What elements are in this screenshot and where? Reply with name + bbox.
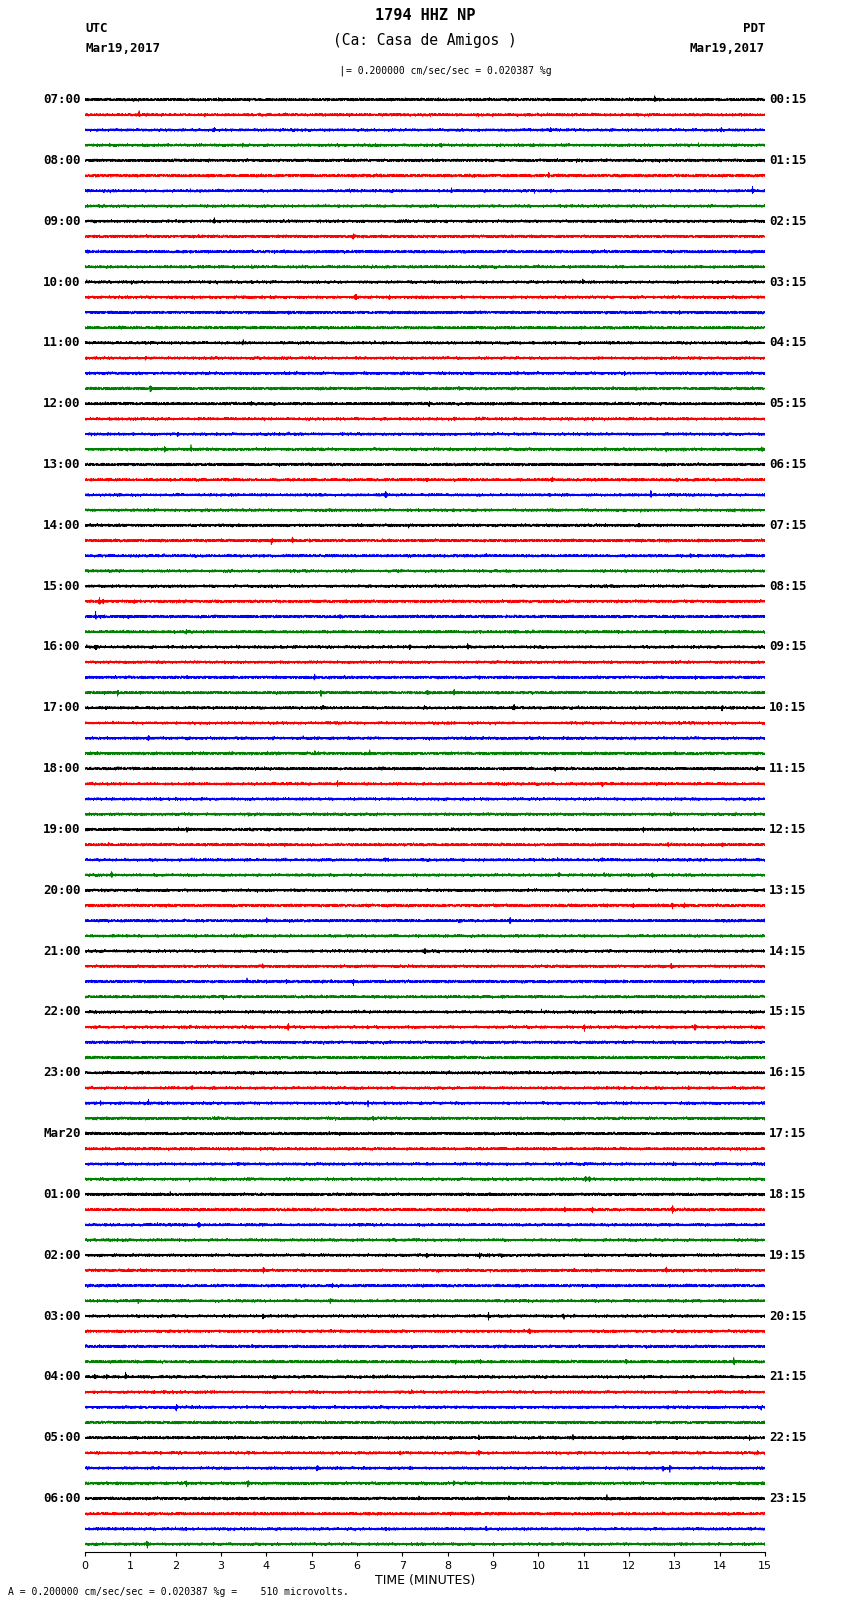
Text: 07:00: 07:00 xyxy=(43,94,81,106)
Text: 04:00: 04:00 xyxy=(43,1371,81,1384)
Text: 05:00: 05:00 xyxy=(43,1431,81,1444)
Text: 23:00: 23:00 xyxy=(43,1066,81,1079)
Text: 11:00: 11:00 xyxy=(43,337,81,350)
Text: (Ca: Casa de Amigos ): (Ca: Casa de Amigos ) xyxy=(333,34,517,48)
Text: 14:00: 14:00 xyxy=(43,519,81,532)
Text: 18:00: 18:00 xyxy=(43,761,81,776)
Text: Mar19,2017: Mar19,2017 xyxy=(85,42,160,55)
Text: 03:00: 03:00 xyxy=(43,1310,81,1323)
Text: 22:15: 22:15 xyxy=(769,1431,807,1444)
Text: 08:00: 08:00 xyxy=(43,153,81,166)
Text: 19:00: 19:00 xyxy=(43,823,81,836)
Text: 18:15: 18:15 xyxy=(769,1187,807,1200)
Text: 22:00: 22:00 xyxy=(43,1005,81,1018)
Text: Mar20: Mar20 xyxy=(43,1127,81,1140)
Text: 04:15: 04:15 xyxy=(769,337,807,350)
Text: = 0.200000 cm/sec/sec = 0.020387 %g: = 0.200000 cm/sec/sec = 0.020387 %g xyxy=(346,66,552,76)
Text: 02:00: 02:00 xyxy=(43,1248,81,1261)
Text: 15:00: 15:00 xyxy=(43,579,81,592)
Text: |: | xyxy=(338,66,345,76)
Text: PDT: PDT xyxy=(743,23,765,35)
Text: 21:15: 21:15 xyxy=(769,1371,807,1384)
Text: 06:15: 06:15 xyxy=(769,458,807,471)
Text: 12:15: 12:15 xyxy=(769,823,807,836)
Text: 01:15: 01:15 xyxy=(769,153,807,166)
Text: 12:00: 12:00 xyxy=(43,397,81,410)
Text: 09:15: 09:15 xyxy=(769,640,807,653)
Text: 16:00: 16:00 xyxy=(43,640,81,653)
Text: 02:15: 02:15 xyxy=(769,215,807,227)
Text: 16:15: 16:15 xyxy=(769,1066,807,1079)
Text: A = 0.200000 cm/sec/sec = 0.020387 %g =    510 microvolts.: A = 0.200000 cm/sec/sec = 0.020387 %g = … xyxy=(8,1587,349,1597)
Text: 20:15: 20:15 xyxy=(769,1310,807,1323)
Text: 19:15: 19:15 xyxy=(769,1248,807,1261)
Text: 01:00: 01:00 xyxy=(43,1187,81,1200)
Text: 13:15: 13:15 xyxy=(769,884,807,897)
Text: 14:15: 14:15 xyxy=(769,945,807,958)
Text: 00:15: 00:15 xyxy=(769,94,807,106)
Text: 23:15: 23:15 xyxy=(769,1492,807,1505)
Text: 03:15: 03:15 xyxy=(769,276,807,289)
Text: 06:00: 06:00 xyxy=(43,1492,81,1505)
Text: 17:00: 17:00 xyxy=(43,702,81,715)
Text: 15:15: 15:15 xyxy=(769,1005,807,1018)
Text: 21:00: 21:00 xyxy=(43,945,81,958)
X-axis label: TIME (MINUTES): TIME (MINUTES) xyxy=(375,1574,475,1587)
Text: 07:15: 07:15 xyxy=(769,519,807,532)
Text: 10:00: 10:00 xyxy=(43,276,81,289)
Text: 17:15: 17:15 xyxy=(769,1127,807,1140)
Text: 20:00: 20:00 xyxy=(43,884,81,897)
Text: 09:00: 09:00 xyxy=(43,215,81,227)
Text: 10:15: 10:15 xyxy=(769,702,807,715)
Text: 11:15: 11:15 xyxy=(769,761,807,776)
Text: Mar19,2017: Mar19,2017 xyxy=(690,42,765,55)
Text: 08:15: 08:15 xyxy=(769,579,807,592)
Text: UTC: UTC xyxy=(85,23,107,35)
Text: 05:15: 05:15 xyxy=(769,397,807,410)
Text: 1794 HHZ NP: 1794 HHZ NP xyxy=(375,8,475,23)
Text: 13:00: 13:00 xyxy=(43,458,81,471)
